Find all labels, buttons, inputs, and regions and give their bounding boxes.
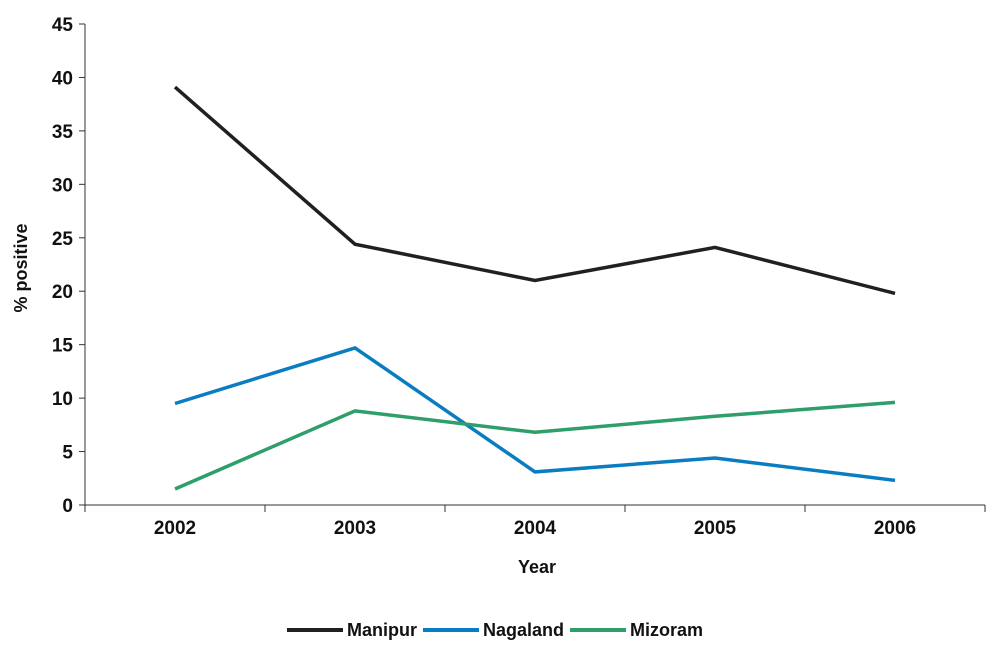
y-tick-label: 0: [62, 496, 73, 517]
series-line-mizoram: [174, 400, 896, 491]
legend: Manipur Nagaland Mizoram: [286, 620, 703, 640]
legend-item-nagaland: Nagaland: [422, 620, 564, 640]
y-tick-label: 15: [52, 336, 74, 357]
x-tick-label: 2006: [874, 518, 916, 539]
x-tick-label: 2002: [154, 518, 196, 539]
y-tick-label: 5: [62, 443, 73, 464]
legend-label: Mizoram: [630, 620, 703, 640]
series-line-manipur: [173, 85, 896, 296]
y-tick-label: 35: [52, 122, 74, 143]
y-tick-label: 40: [52, 68, 73, 89]
x-axis-title: Year: [518, 557, 556, 577]
y-axis-title: % positive: [11, 223, 31, 312]
legend-item-manipur: Manipur: [286, 620, 417, 640]
y-tick-label: 20: [52, 282, 73, 303]
x-tick-label: 2005: [694, 518, 737, 539]
y-tick-label: 25: [52, 229, 74, 250]
y-tick-label: 30: [52, 175, 73, 196]
x-tick-label: 2003: [334, 518, 376, 539]
tick-labels: 0 5 10 15 20 25 30 35 40 45 2002 2003 2004 2005 2006: [52, 15, 916, 539]
x-tick-label: 2004: [514, 518, 557, 539]
legend-label: Manipur: [347, 620, 417, 640]
legend-label: Nagaland: [483, 620, 564, 640]
axes: [79, 23, 986, 512]
y-tick-label: 10: [52, 389, 73, 410]
y-tick-label: 45: [52, 15, 74, 36]
legend-item-mizoram: Mizoram: [570, 620, 703, 640]
series-lines: [173, 85, 896, 491]
series-line-nagaland: [174, 345, 896, 483]
